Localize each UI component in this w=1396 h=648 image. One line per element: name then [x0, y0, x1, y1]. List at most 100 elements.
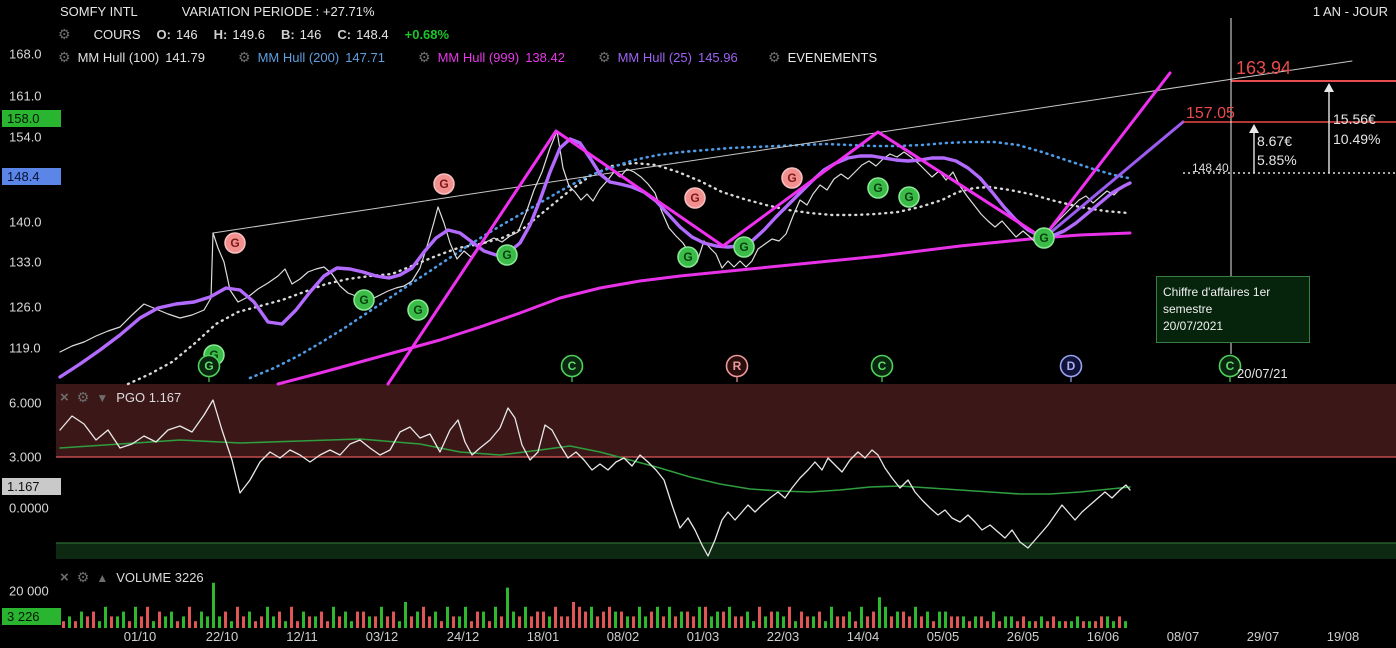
indicator-mm-hull-999[interactable]: ⚙ MM Hull (999) 138.42: [418, 49, 565, 65]
alert-price-badge[interactable]: 158.0: [2, 110, 61, 127]
volume-bar: [884, 606, 887, 628]
signal-marker-red[interactable]: [684, 187, 706, 209]
price-axis-label: 168.0: [9, 46, 42, 62]
timeframe-label[interactable]: 1 AN - JOUR: [1312, 4, 1388, 19]
event-marker-letter: R: [733, 359, 742, 373]
volume-bar: [1106, 616, 1109, 628]
volume-bar: [284, 621, 287, 628]
variation-period-label: VARIATION PERIODE : +27.71%: [181, 4, 375, 19]
close-icon[interactable]: ×: [60, 389, 69, 406]
event-marker-red[interactable]: [725, 354, 749, 378]
volume-bar: [176, 621, 179, 628]
signal-marker-red[interactable]: [781, 167, 803, 189]
target-price-high[interactable]: 163.94: [1236, 58, 1292, 78]
signal-marker-green[interactable]: [867, 177, 889, 199]
change-percent: +0.68%: [404, 27, 450, 42]
signal-marker-green[interactable]: [407, 299, 429, 321]
signal-marker-letter: G: [739, 240, 748, 254]
volume-bar: [260, 616, 263, 628]
volume-bar: [824, 621, 827, 628]
events-toggle[interactable]: ⚙ EVENEMENTS: [768, 49, 878, 65]
reference-price-label: 148.40: [1192, 161, 1229, 175]
gain-annotation-2: 15.56€ 10.49%: [1333, 111, 1381, 147]
indicator-mm-hull-100[interactable]: ⚙ MM Hull (100) 141.79: [58, 49, 205, 65]
price-axis-label: 119.0: [9, 340, 41, 356]
volume-bar: [788, 606, 791, 628]
volume-bar: [86, 616, 89, 628]
move-down-icon[interactable]: ▼: [96, 390, 109, 405]
gain-annotation-1: 8.67€ 5.85%: [1257, 133, 1297, 168]
volume-bar: [710, 616, 713, 628]
volume-bar: [92, 611, 95, 628]
date-axis-label: 29/07: [1246, 629, 1280, 644]
volume-bar: [428, 616, 431, 628]
signal-marker-green[interactable]: [898, 186, 920, 208]
volume-bar: [434, 611, 437, 628]
signal-marker-red[interactable]: [433, 173, 455, 195]
volume-bar: [398, 621, 401, 628]
date-axis-label: 22/03: [766, 629, 800, 644]
date-axis-label: 12/11: [286, 629, 318, 644]
volume-panel-header: × ⚙ ▲ VOLUME 3226: [60, 569, 204, 586]
date-axis-label: 14/04: [846, 629, 880, 644]
pgo-axis-label: 3.000: [9, 449, 42, 465]
volume-bar: [584, 611, 587, 628]
volume-bar: [626, 616, 629, 628]
pgo-overbought-zone: [56, 384, 1396, 457]
settings-gear-icon[interactable]: ⚙: [58, 49, 71, 65]
volume-bar: [896, 611, 899, 628]
cours-settings-gear-icon[interactable]: ⚙: [58, 26, 71, 42]
indicator-mm-hull-200[interactable]: ⚙ MM Hull (200) 147.71: [238, 49, 385, 65]
title-bar: SOMFY INTL VARIATION PERIODE : +27.71%: [60, 4, 375, 19]
settings-gear-icon[interactable]: ⚙: [76, 389, 90, 405]
volume-bar: [746, 611, 749, 628]
event-marker-green[interactable]: [870, 354, 894, 378]
event-marker-green[interactable]: [197, 354, 221, 378]
volume-bar: [74, 621, 77, 628]
settings-gear-icon[interactable]: ⚙: [76, 569, 90, 585]
volume-bar: [200, 611, 203, 628]
signal-marker-green[interactable]: [496, 244, 518, 266]
target-price-mid[interactable]: 157.05: [1186, 105, 1235, 122]
signal-marker-letter: G: [1039, 231, 1048, 245]
volume-bar: [80, 611, 83, 628]
ma-hull-200-line: [248, 140, 1130, 380]
volume-bar: [392, 611, 395, 628]
signal-marker-green[interactable]: [1033, 227, 1055, 249]
settings-gear-icon[interactable]: ⚙: [598, 49, 611, 65]
date-axis-label: 24/12: [446, 629, 480, 644]
settings-gear-icon[interactable]: ⚙: [418, 49, 431, 65]
pgo-value-badge: 1.167: [2, 478, 61, 495]
event-marker-letter: C: [878, 359, 887, 373]
close-icon[interactable]: ×: [60, 569, 69, 586]
move-up-icon[interactable]: ▲: [96, 570, 109, 585]
signal-marker-letter: G: [787, 171, 796, 185]
settings-gear-icon[interactable]: ⚙: [238, 49, 251, 65]
event-marker-blue[interactable]: [1059, 354, 1083, 378]
volume-bar: [368, 616, 371, 628]
signal-marker-letter: G: [439, 177, 448, 191]
trendline: [212, 60, 1353, 234]
settings-gear-icon[interactable]: ⚙: [768, 49, 781, 65]
signal-marker-green[interactable]: [733, 236, 755, 258]
date-axis-label: 03/12: [365, 629, 399, 644]
signal-marker-green[interactable]: [353, 289, 375, 311]
volume-bar: [296, 621, 299, 628]
volume-bar: [962, 616, 965, 628]
zigzag-projection-magenta: [386, 71, 1172, 386]
event-marker-green[interactable]: [560, 354, 584, 378]
indicator-mm-hull-25[interactable]: ⚙ MM Hull (25) 145.96: [598, 49, 738, 65]
volume-bar: [998, 621, 1001, 628]
volume-bar: [956, 616, 959, 628]
event-marker-green[interactable]: [1218, 354, 1242, 378]
volume-bar: [890, 616, 893, 628]
volume-bar: [656, 606, 659, 628]
signal-marker-red[interactable]: [224, 232, 246, 254]
volume-bar: [1124, 621, 1127, 628]
signal-marker-green[interactable]: [677, 246, 699, 268]
volume-bar: [152, 621, 155, 628]
volume-bar: [854, 621, 857, 628]
volume-bar: [608, 606, 611, 628]
volume-bar: [524, 606, 527, 628]
